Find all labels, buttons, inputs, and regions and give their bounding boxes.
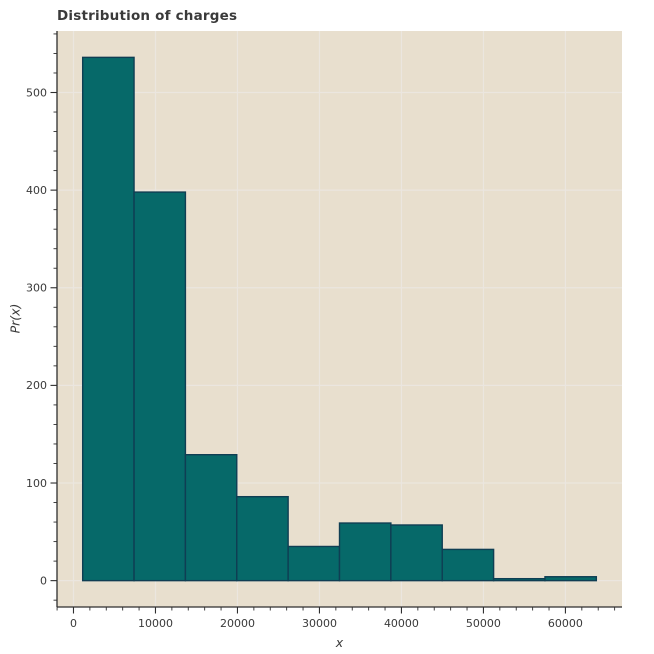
chart-title: Distribution of charges bbox=[57, 8, 238, 24]
y-tick-label: 300 bbox=[26, 282, 47, 295]
x-tick-label: 0 bbox=[70, 617, 77, 630]
histogram-bar bbox=[184, 454, 238, 582]
y-tick-label: 200 bbox=[26, 379, 47, 392]
y-tick-label: 100 bbox=[26, 477, 47, 490]
y-tick-label: 500 bbox=[26, 86, 47, 99]
histogram-bar bbox=[338, 522, 392, 582]
histogram-bar bbox=[492, 577, 546, 582]
x-tick-label: 20000 bbox=[220, 617, 255, 630]
x-tick-label: 10000 bbox=[138, 617, 173, 630]
histogram-bar bbox=[441, 548, 495, 582]
histogram-bar bbox=[81, 56, 135, 582]
histogram-bar bbox=[236, 495, 289, 582]
x-tick-label: 40000 bbox=[384, 617, 419, 630]
histogram-bar bbox=[390, 524, 443, 582]
y-tick-label: 400 bbox=[26, 184, 47, 197]
x-tick-label: 50000 bbox=[466, 617, 501, 630]
x-tick-label: 60000 bbox=[548, 617, 583, 630]
histogram-bar bbox=[287, 545, 341, 582]
x-axis-label: x bbox=[335, 635, 344, 650]
y-tick-label: 0 bbox=[40, 574, 47, 587]
x-tick-label: 30000 bbox=[302, 617, 337, 630]
histogram-bar bbox=[544, 576, 598, 582]
histogram-bar bbox=[133, 191, 187, 582]
